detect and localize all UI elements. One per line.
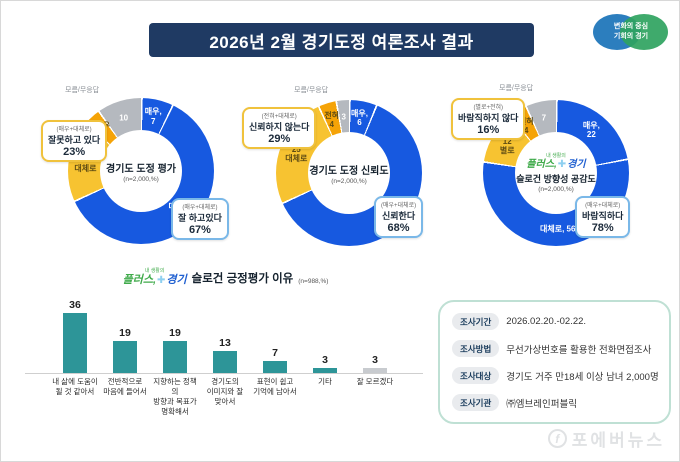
segment-label-unknown: 모름/무응답 — [65, 87, 100, 94]
bar-category-label: 표현이 쉽고 기억에 남아서 — [253, 377, 297, 397]
info-label-badge: 조사기간 — [452, 313, 500, 330]
donut-segment-label: 10 — [119, 113, 129, 123]
bar-value-label: 19 — [169, 327, 181, 340]
positive-callout: (매우+대체로) 신뢰한다 68% — [374, 196, 424, 238]
forever-news-text: 포에버뉴스 — [571, 431, 665, 450]
donut-segment-label: 대체로, 56 — [540, 224, 576, 234]
bar-category-label: 지향하는 정책의 방향과 목표가 명확해서 — [153, 377, 197, 417]
info-label-badge: 조사대상 — [452, 367, 500, 384]
donut-segment-label: 매우, 7 — [144, 107, 162, 126]
plus-icon: ✚ — [557, 158, 567, 170]
segment-label-unknown: 모름/무응답 — [499, 85, 534, 92]
survey-info-box: 조사기간 2026.02.20.-02.22. 조사방법 무선가상번호를 활용한 전화… — [438, 300, 671, 424]
sample-size-label: (n=2,000,%) — [538, 185, 574, 193]
chart-title: 슬로건 긍정평가 이유 — [191, 273, 294, 285]
survey-info-row: 조사기관 ㈜엠브레인퍼블릭 — [452, 394, 657, 411]
bars-container: 36 19 19 13 7 3 3 — [50, 299, 400, 373]
bar-rect — [263, 361, 287, 373]
chart-title: 슬로건 방향성 공감도 — [516, 173, 596, 184]
page-title: 2026년 2월 경기도정 여론조사 결과 — [149, 23, 534, 57]
negative-callout: (전혀+대체로) 신뢰하지 않는다 29% — [242, 107, 317, 149]
donut-ring-wrap: 내 생활의 플러스, ✚ 경기 슬로건 방향성 공감도 (n=2,000,%) … — [483, 100, 629, 246]
donut-center: 경기도 도정 신뢰도 (n=2,000,%) — [306, 130, 392, 216]
survey-info-row: 조사방법 무선가상번호를 활용한 전화면접조사 — [452, 340, 657, 357]
x-axis-labels: 내 삶에 도움이 될 것 같아서 전반적으로 마음에 들어서 지향하는 정책의 방향… — [50, 377, 400, 418]
bar-category-label: 잘 모르겠다 — [356, 377, 394, 386]
bar-value-label: 3 — [372, 354, 378, 366]
donut-segment-label: 전혀 4 — [518, 116, 534, 135]
info-label-badge: 조사기관 — [452, 394, 500, 411]
plus-gyeonggi-logo: 내 생활의 플러스, ✚ 경기 — [526, 152, 586, 170]
bar-column: 36 — [50, 299, 100, 373]
bar-rect — [163, 341, 187, 373]
gyeonggi-logo: 변화의 중심 기회의 경기 — [593, 8, 669, 56]
bar-value-label: 7 — [272, 347, 278, 360]
plus-gyeonggi-logo: 내 생활의 플러스, ✚ 경기 — [122, 268, 187, 286]
chart-title: 경기도 도정 평가 — [106, 163, 176, 175]
donut-segment-label: 12 별로 — [499, 136, 515, 155]
forever-news-icon: f — [547, 429, 567, 448]
bar-category-label: 내 삶에 도움이 될 것 같아서 — [52, 377, 98, 397]
sample-size-label: (n=2,000,%) — [123, 175, 159, 183]
info-value: 2026.02.20.-02.22. — [506, 316, 587, 327]
donut-segment-label: 3 — [341, 112, 346, 122]
info-value: 경기도 거주 만18세 이상 남녀 2,000명 — [506, 371, 659, 383]
bar-column: 3 — [350, 299, 400, 373]
donut-center: 경기도 도정 평가 (n=2,000,%) — [98, 128, 184, 214]
donut-segment-label: 7 — [541, 113, 547, 123]
donut-center: 내 생활의 플러스, ✚ 경기 슬로건 방향성 공감도 (n=2,000,%) — [513, 130, 599, 216]
info-label-badge: 조사방법 — [452, 340, 500, 357]
bar-category-label: 기타 — [318, 377, 332, 386]
negative-callout: (매우+대체로) 잘못하고 있다 23% — [41, 120, 108, 162]
info-value: 무선가상번호를 활용한 전화면접조사 — [506, 344, 652, 356]
sample-size-label: (n=2,000,%) — [331, 177, 367, 185]
forever-news-watermark: f 포에버뉴스 — [547, 426, 665, 451]
bar-value-label: 13 — [219, 337, 231, 350]
donut-chart-slogan-agreement: 모름/무응답 내 생활의 플러스, ✚ 경기 슬로건 방향성 공감도 (n=2,… — [449, 76, 669, 268]
donut-chart-trust: 모름/무응답 경기도 도정 신뢰도 (n=2,000,%) 매우, 6대체로, … — [234, 76, 454, 268]
bar-value-label: 36 — [69, 299, 81, 311]
bar-chart-slogan-reasons: 내 생활의 플러스, ✚ 경기 슬로건 긍정평가 이유 (n=988,%) 36… — [23, 269, 428, 439]
bar-column: 13 — [200, 299, 250, 373]
bar-rect — [113, 341, 137, 373]
logo-slogan-text: 변화의 중심 기회의 경기 — [613, 23, 649, 40]
bar-rect — [63, 313, 87, 373]
bar-category-label: 전반적으로 마음에 들어서 — [103, 377, 147, 397]
positive-callout: (매우+대체로) 바람직하다 78% — [575, 196, 631, 238]
bar-value-label: 3 — [322, 354, 328, 366]
bar-column: 19 — [100, 299, 150, 373]
donut-segment-label: 매우, 22 — [582, 120, 600, 139]
survey-info-row: 조사기간 2026.02.20.-02.22. — [452, 313, 657, 330]
negative-callout: (별로+전혀) 바람직하지 않다 16% — [451, 98, 526, 140]
bar-column: 19 — [150, 299, 200, 373]
bar-rect — [213, 351, 237, 373]
bar-column: 7 — [250, 299, 300, 373]
chart-title: 경기도 도정 신뢰도 — [309, 165, 389, 177]
plus-icon: ✚ — [157, 274, 166, 286]
donut-segment-label: 전혀 4 — [324, 110, 340, 129]
bar-rect — [363, 368, 387, 373]
bar-rect — [313, 368, 337, 373]
segment-label-unknown: 모름/무응답 — [294, 87, 329, 94]
info-value: ㈜엠브레인퍼블릭 — [506, 398, 577, 410]
logo-green-ellipse — [620, 14, 668, 50]
bar-chart-title-row: 내 생활의 플러스, ✚ 경기 슬로건 긍정평가 이유 (n=988,%) — [23, 269, 428, 286]
x-axis-line — [25, 373, 423, 374]
positive-callout: (매우+대체로) 잘 하고있다 67% — [171, 198, 229, 240]
bar-category-label: 경기도의 이미지와 잘 맞아서 — [206, 377, 244, 407]
bar-value-label: 19 — [119, 327, 131, 340]
survey-info-row: 조사대상 경기도 거주 만18세 이상 남녀 2,000명 — [452, 367, 659, 384]
sample-size-label: (n=988,%) — [298, 278, 329, 285]
donut-hole — [100, 130, 182, 212]
bar-column: 3 — [300, 299, 350, 373]
donut-segment-label: 25 대체로 — [285, 144, 308, 164]
donut-segment-label: 매우, 6 — [351, 108, 368, 127]
